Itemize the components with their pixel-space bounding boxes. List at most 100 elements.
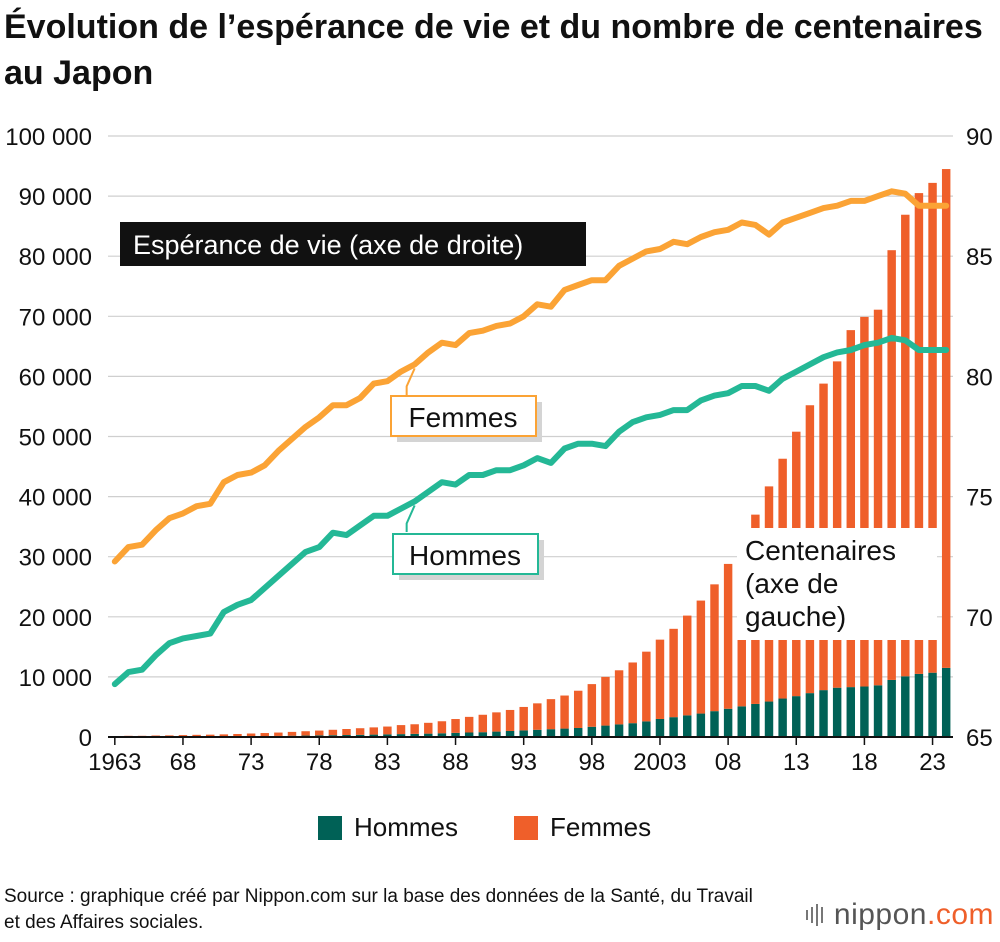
bar-women-1979 (328, 729, 338, 736)
x-tick-label: 88 (442, 749, 469, 776)
x-tick-label: 73 (238, 749, 265, 776)
bar-women-1982 (369, 727, 378, 735)
bar-women-1988 (451, 719, 460, 733)
bar-men-1998 (587, 726, 597, 737)
legend-item-men: Hommes (318, 812, 458, 843)
x-tick-label: 13 (783, 749, 810, 776)
legend-swatch-men (318, 815, 342, 840)
bar-women-2007 (710, 584, 719, 712)
bar-men-2022 (914, 673, 924, 737)
right-tick-label: 85 (966, 244, 993, 271)
bar-women-1991 (492, 712, 501, 732)
x-tick-label: 83 (374, 749, 401, 776)
bar-women-2018 (860, 316, 869, 687)
legend: Hommes Femmes (318, 812, 707, 843)
x-tick-label: 23 (919, 749, 946, 776)
bar-women-1974 (260, 733, 269, 737)
bar-women-1984 (396, 725, 406, 735)
right-tick-label: 75 (966, 485, 993, 512)
x-tick-label: 1963 (88, 749, 141, 776)
left-tick-label: 40 000 (19, 485, 92, 512)
bar-men-1982 (369, 734, 378, 737)
bar-men-2004 (669, 717, 678, 737)
bar-men-1994 (533, 729, 542, 737)
left-tick-label: 0 (79, 725, 92, 752)
left-tick-label: 90 000 (19, 184, 92, 211)
right-tick-label: 80 (966, 364, 993, 391)
bar-women-2024 (941, 169, 951, 668)
bar-men-1990 (478, 732, 488, 737)
bar-women-1986 (424, 722, 433, 734)
bar-men-2017 (846, 687, 856, 737)
bar-women-1983 (383, 726, 392, 735)
bar-women-2023 (928, 182, 937, 673)
life-expectancy-label-box (120, 222, 586, 266)
bar-men-2018 (860, 686, 869, 737)
bar-women-2005 (683, 615, 692, 716)
bar-men-2014 (805, 693, 815, 737)
bar-men-2023 (928, 672, 937, 737)
centenarians-label-box (737, 528, 937, 640)
right-tick-label: 70 (966, 605, 993, 632)
bar-women-1990 (478, 714, 488, 733)
centenarians-label-line: (axe de (745, 568, 838, 599)
bar-men-2019 (873, 685, 883, 737)
x-tick-label: 68 (170, 749, 197, 776)
men-callout-label: Hommes (409, 540, 521, 571)
bar-men-2015 (819, 690, 828, 737)
bar-women-2016 (832, 361, 842, 688)
legend-label-women: Femmes (550, 812, 652, 842)
bar-men-1987 (437, 733, 447, 737)
source-note: Source : graphique créé par Nippon.com s… (4, 886, 753, 933)
women-callout-label: Femmes (409, 402, 518, 433)
x-tick-label: 78 (306, 749, 333, 776)
bar-women-2000 (614, 670, 624, 725)
bar-women-1972 (233, 733, 242, 737)
chart: 0 10 000 20 000 30 000 40 000 50 000 60 000 70 … (5, 124, 993, 776)
bar-women-2020 (887, 250, 896, 680)
bar-women-2008 (723, 563, 733, 709)
x-tick-label: 2003 (633, 749, 686, 776)
bar-men-2007 (710, 711, 719, 737)
bar-men-2000 (614, 724, 624, 737)
men-callout-leader (405, 505, 416, 532)
bar-men-2024 (941, 667, 951, 737)
bar-men-2005 (683, 715, 692, 737)
bar-men-1993 (519, 730, 528, 737)
bar-women-2004 (669, 628, 678, 718)
bar-women-2019 (873, 309, 883, 686)
bar-women-1993 (519, 706, 528, 731)
brand-bars-icon (805, 904, 826, 926)
bar-women-1998 (587, 684, 597, 727)
bar-women-1975 (274, 732, 283, 736)
x-tick-label: 08 (715, 749, 742, 776)
bar-men-2020 (887, 679, 896, 737)
bar-men-1997 (573, 727, 583, 737)
x-tick-label: 18 (851, 749, 878, 776)
life-expectancy-label: Espérance de vie (axe de droite) (133, 230, 523, 260)
bar-women-1971 (219, 734, 229, 737)
bar-men-1983 (383, 734, 392, 737)
bar-men-1981 (355, 734, 365, 737)
bar-men-2013 (792, 696, 801, 737)
bar-women-2003 (655, 639, 665, 719)
bar-women-1999 (601, 676, 610, 726)
centenarians-label-line: gauche) (745, 601, 846, 632)
left-tick-label: 80 000 (19, 244, 92, 271)
bar-women-2021 (901, 214, 910, 677)
bar-women-1981 (355, 728, 365, 735)
brand-name: nippon (833, 898, 927, 931)
bar-men-2010 (751, 703, 760, 737)
left-tick-label: 60 000 (19, 364, 92, 391)
x-tick-label: 93 (510, 749, 537, 776)
bar-men-2006 (696, 713, 706, 737)
bar-women-1989 (464, 716, 474, 733)
line-men-life-expectancy (111, 334, 950, 688)
bar-women-1992 (505, 709, 515, 731)
left-tick-label: 20 000 (19, 605, 92, 632)
bar-women-1973 (246, 733, 256, 737)
bar-men-1995 (546, 729, 556, 737)
bar-women-1994 (533, 703, 542, 730)
bar-women-1985 (410, 724, 419, 734)
bar-men-2002 (642, 721, 651, 737)
